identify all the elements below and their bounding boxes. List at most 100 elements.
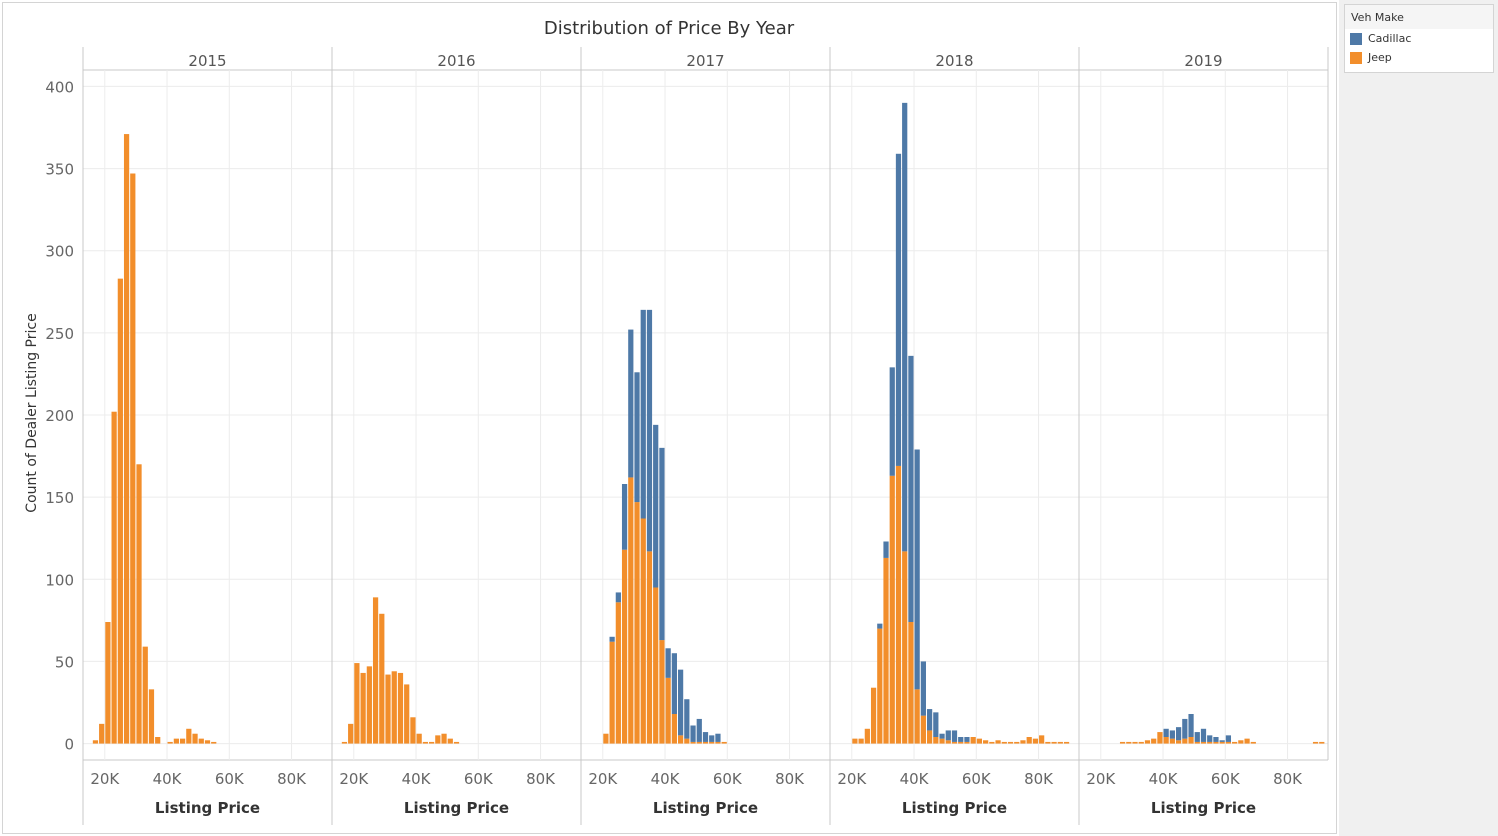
bar-jeep[interactable] (142, 646, 148, 744)
bar-cadillac[interactable] (665, 648, 671, 678)
bar-jeep[interactable] (621, 549, 628, 744)
bar-jeep[interactable] (983, 740, 989, 744)
bar-cadillac[interactable] (926, 709, 933, 731)
bar-jeep[interactable] (404, 684, 410, 744)
bar-cadillac[interactable] (609, 636, 615, 642)
bar-cadillac[interactable] (1200, 728, 1207, 742)
bar-jeep[interactable] (1219, 741, 1225, 744)
bar-jeep[interactable] (1169, 738, 1175, 744)
bar-jeep[interactable] (902, 551, 908, 744)
bar-jeep[interactable] (964, 741, 970, 744)
bar-jeep[interactable] (926, 730, 933, 744)
bar-jeep[interactable] (453, 741, 460, 744)
bar-cadillac[interactable] (696, 718, 702, 742)
bar-jeep[interactable] (391, 671, 397, 744)
bar-jeep[interactable] (1014, 741, 1020, 744)
bar-jeep[interactable] (1232, 741, 1238, 744)
legend[interactable]: Veh Make Cadillac Jeep (1344, 4, 1494, 73)
bar-jeep[interactable] (416, 733, 422, 744)
bar-jeep[interactable] (111, 411, 117, 744)
bar-cadillac[interactable] (920, 661, 926, 716)
bar-cadillac[interactable] (640, 309, 646, 519)
bar-jeep[interactable] (646, 551, 653, 744)
bar-jeep[interactable] (976, 738, 983, 744)
bar-jeep[interactable] (1250, 741, 1256, 744)
bar-jeep[interactable] (970, 737, 976, 744)
bar-jeep[interactable] (173, 738, 179, 744)
bar-cadillac[interactable] (677, 669, 684, 736)
bar-cadillac[interactable] (1188, 714, 1194, 737)
bar-cadillac[interactable] (1182, 718, 1188, 739)
bar-jeep[interactable] (677, 735, 684, 744)
bar-jeep[interactable] (372, 597, 379, 744)
bar-jeep[interactable] (1020, 740, 1026, 744)
bar-jeep[interactable] (123, 134, 130, 744)
bar-jeep[interactable] (1175, 740, 1182, 744)
bar-cadillac[interactable] (895, 153, 902, 466)
bar-jeep[interactable] (105, 622, 111, 744)
bar-jeep[interactable] (155, 737, 161, 744)
bar-jeep[interactable] (1144, 740, 1151, 744)
bar-jeep[interactable] (945, 740, 951, 744)
bar-cadillac[interactable] (684, 699, 690, 739)
bar-jeep[interactable] (1238, 740, 1244, 744)
bar-jeep[interactable] (1039, 735, 1045, 744)
bar-jeep[interactable] (360, 672, 366, 744)
bar-jeep[interactable] (609, 641, 615, 744)
bar-jeep[interactable] (441, 733, 447, 744)
bar-jeep[interactable] (198, 738, 204, 744)
bar-jeep[interactable] (1026, 737, 1032, 744)
bar-jeep[interactable] (1312, 741, 1319, 744)
bar-cadillac[interactable] (1213, 737, 1219, 742)
bar-jeep[interactable] (690, 741, 696, 744)
bar-cadillac[interactable] (1194, 732, 1200, 742)
bar-cadillac[interactable] (1219, 740, 1225, 742)
bar-jeep[interactable] (92, 740, 99, 744)
bar-jeep[interactable] (715, 741, 721, 744)
bar-jeep[interactable] (653, 587, 659, 744)
bar-cadillac[interactable] (933, 712, 939, 737)
bar-jeep[interactable] (1157, 732, 1163, 744)
bar-jeep[interactable] (1001, 741, 1007, 744)
bar-jeep[interactable] (1063, 741, 1070, 744)
bar-jeep[interactable] (939, 738, 945, 744)
bar-cadillac[interactable] (615, 592, 621, 603)
bar-jeep[interactable] (1207, 741, 1213, 744)
bar-jeep[interactable] (447, 738, 453, 744)
bar-jeep[interactable] (117, 278, 123, 744)
bar-jeep[interactable] (883, 557, 889, 744)
bar-cadillac[interactable] (889, 367, 895, 476)
bar-jeep[interactable] (864, 728, 870, 744)
bar-cadillac[interactable] (908, 355, 914, 622)
bar-jeep[interactable] (1057, 741, 1063, 744)
bar-jeep[interactable] (603, 733, 609, 744)
bar-cadillac[interactable] (671, 653, 677, 714)
bar-jeep[interactable] (914, 689, 920, 744)
bar-jeep[interactable] (348, 723, 354, 744)
bar-jeep[interactable] (354, 663, 360, 744)
bar-jeep[interactable] (1244, 738, 1250, 744)
bar-jeep[interactable] (99, 723, 105, 744)
bar-jeep[interactable] (1138, 741, 1144, 744)
bar-jeep[interactable] (852, 738, 858, 744)
bar-jeep[interactable] (1045, 741, 1051, 744)
bar-jeep[interactable] (702, 741, 709, 744)
bar-jeep[interactable] (951, 741, 958, 744)
bar-jeep[interactable] (130, 173, 136, 744)
bar-cadillac[interactable] (939, 733, 945, 739)
bar-jeep[interactable] (684, 738, 690, 744)
bar-jeep[interactable] (186, 728, 192, 744)
bar-cadillac[interactable] (1175, 727, 1182, 741)
bar-jeep[interactable] (1132, 741, 1138, 744)
bar-cadillac[interactable] (951, 730, 958, 742)
bar-jeep[interactable] (665, 677, 671, 744)
bar-jeep[interactable] (933, 737, 939, 744)
bar-jeep[interactable] (385, 674, 391, 744)
bar-jeep[interactable] (341, 741, 348, 744)
bar-cadillac[interactable] (715, 733, 721, 742)
bar-jeep[interactable] (920, 715, 926, 744)
bar-jeep[interactable] (1225, 741, 1232, 744)
bar-jeep[interactable] (1163, 737, 1169, 744)
bar-jeep[interactable] (671, 714, 677, 744)
bar-cadillac[interactable] (702, 732, 709, 742)
